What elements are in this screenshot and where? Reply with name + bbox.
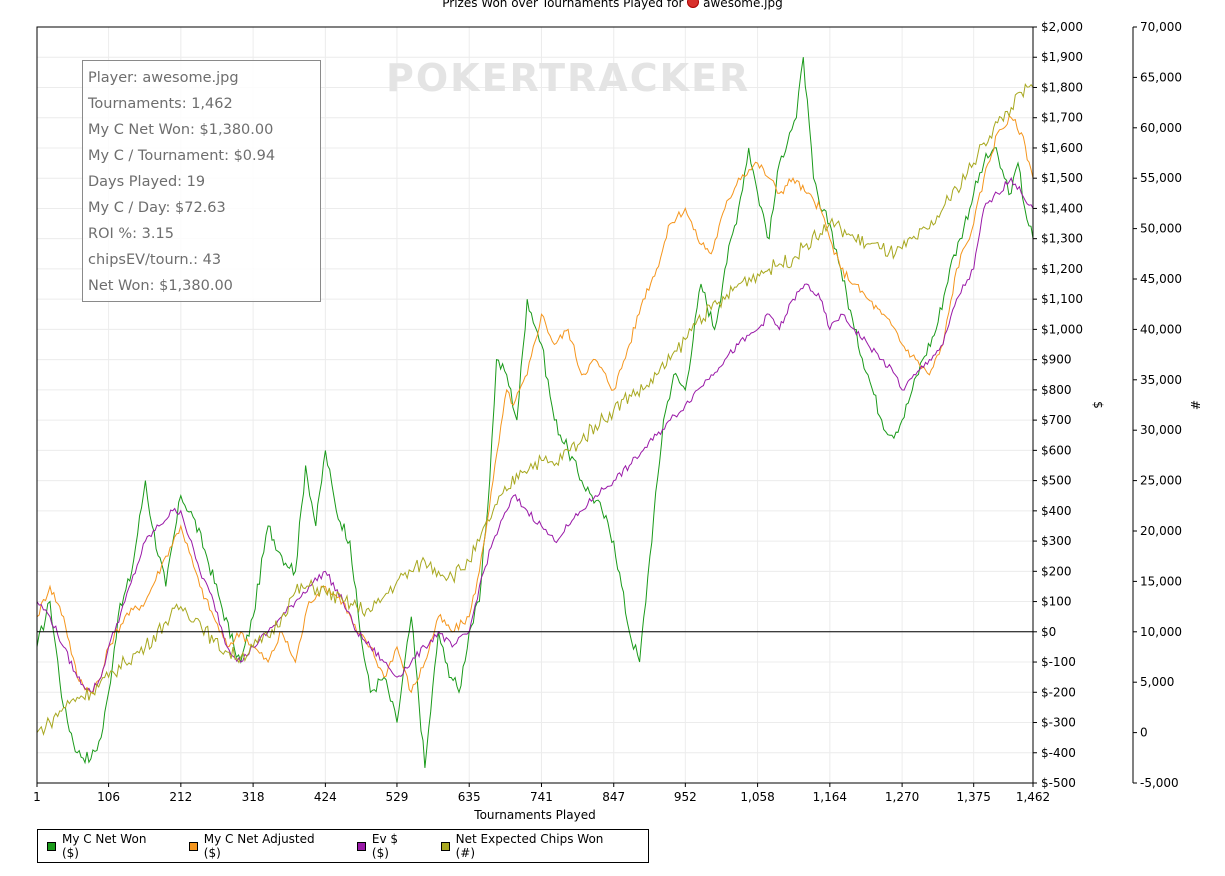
x-tick-label-4: 424 <box>314 790 337 804</box>
left-tick-label-4: $1,600 <box>1041 141 1083 155</box>
right-tick-label-9: 25,000 <box>1140 474 1182 488</box>
stat-chips-ev: chipsEV/tourn.: 43 <box>88 252 222 268</box>
right-tick-label-7: 35,000 <box>1140 373 1182 387</box>
chart-title-text: Prizes Won over Tournaments Played for <box>442 0 684 10</box>
stat-net-won: My C Net Won: $1,380.00 <box>88 122 274 138</box>
poker-chip-icon <box>687 0 700 8</box>
left-tick-label-18: $200 <box>1041 564 1072 578</box>
right-axis: 70,000 65,000 60,000 55,000 50,000 45,000 40,0… <box>1132 20 1182 790</box>
right-tick-label-1: 65,000 <box>1140 70 1182 84</box>
left-tick-label-22: $-200 <box>1041 685 1076 699</box>
legend-item-ev[interactable]: Ev $ ($) <box>356 832 419 860</box>
right-tick-label-6: 40,000 <box>1140 322 1182 336</box>
right-tick-label-13: 5,000 <box>1140 675 1174 689</box>
x-tick-label-6: 635 <box>458 790 481 804</box>
left-tick-label-17: $300 <box>1041 534 1072 548</box>
x-tick-label-1: 106 <box>97 790 120 804</box>
left-tick-label-13: $700 <box>1041 413 1072 427</box>
right-tick-label-3: 55,000 <box>1140 171 1182 185</box>
x-tick-label-8: 847 <box>602 790 625 804</box>
right-tick-label-5: 45,000 <box>1140 272 1182 286</box>
right-tick-label-4: 50,000 <box>1140 222 1182 236</box>
series-line-1 <box>36 114 1034 695</box>
plot-frame <box>36 26 1034 784</box>
x-tick-label-10: 1,058 <box>740 790 774 804</box>
series-line-3 <box>36 82 1034 737</box>
left-tick-label-20: $0 <box>1041 625 1056 639</box>
right-tick-label-11: 15,000 <box>1140 574 1182 588</box>
left-tick-label-23: $-300 <box>1041 716 1076 730</box>
x-tick-label-5: 529 <box>385 790 408 804</box>
right-tick-label-8: 30,000 <box>1140 423 1182 437</box>
pokertracker-watermark: POKERTRACKER <box>386 56 751 100</box>
left-tick-label-2: $1,800 <box>1041 80 1083 94</box>
left-tick-label-14: $600 <box>1041 443 1072 457</box>
y-left-axis-label: $ <box>1091 401 1105 409</box>
stat-per-tournament: My C / Tournament: $0.94 <box>88 148 276 164</box>
left-tick-label-8: $1,200 <box>1041 262 1083 276</box>
left-tick-label-6: $1,400 <box>1041 201 1083 215</box>
left-tick-label-15: $500 <box>1041 474 1072 488</box>
chart-title: Prizes Won over Tournaments Played for a… <box>0 0 1225 10</box>
right-tick-label-0: 70,000 <box>1140 20 1182 34</box>
x-tick-label-12: 1,270 <box>885 790 919 804</box>
legend-label-net-won: My C Net Won ($) <box>61 832 147 860</box>
stat-roi: ROI %: 3.15 <box>88 226 174 242</box>
left-tick-label-16: $400 <box>1041 504 1072 518</box>
legend: My C Net Won ($) My C Net Adjusted ($) E… <box>37 829 649 863</box>
x-tick-label-13: 1,375 <box>957 790 991 804</box>
left-tick-label-24: $-400 <box>1041 746 1076 760</box>
right-tick-label-12: 10,000 <box>1140 625 1182 639</box>
right-tick-label-10: 20,000 <box>1140 524 1182 538</box>
stat-days-played: Days Played: 19 <box>88 174 206 190</box>
x-tick-label-14: 1,462 <box>1016 790 1050 804</box>
series-line-2 <box>36 176 1034 693</box>
left-tick-label-3: $1,700 <box>1041 111 1083 125</box>
left-tick-label-19: $100 <box>1041 595 1072 609</box>
stat-player: Player: awesome.jpg <box>88 70 239 86</box>
x-tick-label-11: 1,164 <box>813 790 847 804</box>
left-axis-ticks: $2,000 $1,900 $1,800 $1,700 $1,600 $1,500 $1,4… <box>1033 20 1083 790</box>
series-layer <box>36 57 1034 768</box>
left-tick-label-25: $-500 <box>1041 776 1076 790</box>
right-tick-label-15: -5,000 <box>1140 776 1179 790</box>
left-tick-label-21: $-100 <box>1041 655 1076 669</box>
stat-tournaments: Tournaments: 1,462 <box>88 96 233 112</box>
stat-per-day: My C / Day: $72.63 <box>88 200 226 216</box>
left-tick-label-11: $900 <box>1041 353 1072 367</box>
x-tick-label-2: 212 <box>169 790 192 804</box>
right-tick-label-14: 0 <box>1140 726 1148 740</box>
legend-swatch-net-adjusted <box>188 841 198 851</box>
left-tick-label-1: $1,900 <box>1041 50 1083 64</box>
x-tick-label-9: 952 <box>674 790 697 804</box>
stat-net-won-total: Net Won: $1,380.00 <box>88 278 233 294</box>
left-tick-label-10: $1,000 <box>1041 322 1083 336</box>
x-axis-label: Tournaments Played <box>473 808 595 822</box>
legend-label-chips: Net Expected Chips Won (#) <box>455 832 604 860</box>
left-tick-label-5: $1,500 <box>1041 171 1083 185</box>
legend-label-net-adjusted: My C Net Adjusted ($) <box>203 832 315 860</box>
x-tick-label-7: 741 <box>530 790 553 804</box>
legend-item-net-won[interactable]: My C Net Won ($) <box>47 832 167 860</box>
left-tick-label-0: $2,000 <box>1041 20 1083 34</box>
left-tick-label-12: $800 <box>1041 383 1072 397</box>
stats-box: Player: awesome.jpg Tournaments: 1,462 M… <box>82 60 321 302</box>
legend-item-net-adjusted[interactable]: My C Net Adjusted ($) <box>188 832 335 860</box>
legend-label-ev: Ev $ ($) <box>371 832 399 860</box>
chart-title-player: awesome.jpg <box>703 0 783 10</box>
left-tick-label-7: $1,300 <box>1041 232 1083 246</box>
legend-swatch-net-won <box>47 841 56 851</box>
x-tick-label-3: 318 <box>242 790 265 804</box>
x-axis-ticks: 1 106 212 318 424 529 635 741 847 952 1,058 1,164 1,… <box>33 783 1050 804</box>
y-right-axis-label: # <box>1188 400 1202 410</box>
legend-swatch-chips <box>440 841 450 851</box>
legend-swatch-ev <box>356 841 366 851</box>
left-tick-label-9: $1,100 <box>1041 292 1083 306</box>
series-line-0 <box>36 57 1034 768</box>
legend-item-chips[interactable]: Net Expected Chips Won (#) <box>440 832 626 860</box>
x-tick-label-0: 1 <box>33 790 41 804</box>
right-tick-label-2: 60,000 <box>1140 121 1182 135</box>
